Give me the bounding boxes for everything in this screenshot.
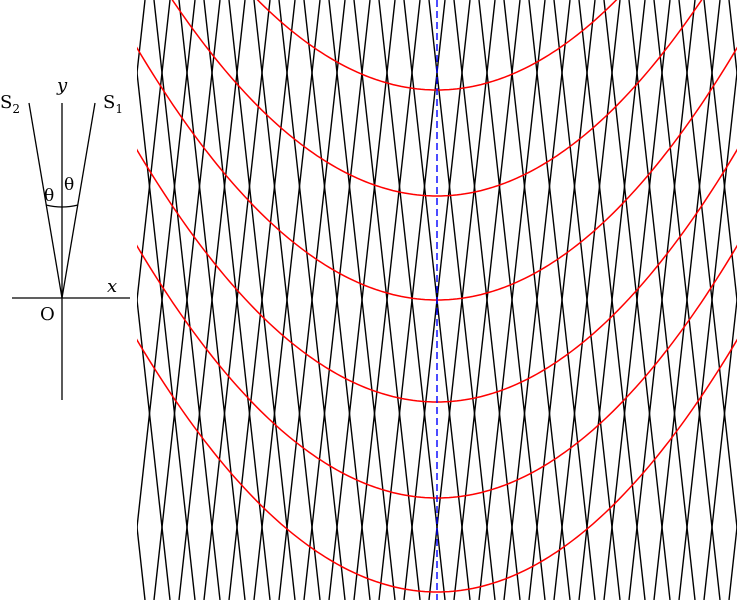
wave-line-s2 [478, 0, 546, 600]
inset-diagram: y x O S2 S1 θ θ [0, 75, 130, 400]
y-axis-label: y [56, 75, 68, 96]
s1-label: S1 [103, 92, 123, 116]
wave-line-s2 [153, 0, 221, 600]
theta-left-label: θ [44, 186, 54, 206]
wave-line-s2 [203, 0, 271, 600]
wave-line-s2 [653, 0, 721, 600]
wave-line-s2 [678, 66, 737, 600]
wave-line-s2 [178, 0, 246, 600]
x-axis-label: x [107, 276, 117, 297]
theta-right-label: θ [64, 175, 74, 195]
wave-line-s2 [303, 0, 371, 600]
wave-line-s2 [503, 0, 571, 600]
wave-line-s2 [603, 0, 671, 600]
wave-line-s2 [703, 293, 737, 600]
wave-line-s2 [328, 0, 396, 600]
wave-line-s1 [137, 293, 171, 600]
wave-line-s2 [137, 0, 171, 307]
hyperbola-curve [171, 0, 703, 197]
theta-left-arc [45, 204, 63, 208]
wave-line-s2 [137, 0, 196, 534]
wave-line-s2 [253, 0, 321, 600]
wave-line-s2 [428, 0, 496, 600]
theta-right-arc [61, 204, 79, 208]
wave-line-s2 [378, 0, 446, 600]
origin-label: O [40, 304, 55, 325]
wave-line-s2 [228, 0, 296, 600]
s1-ray [61, 102, 96, 299]
wave-line-s2 [528, 0, 596, 600]
s2-label: S2 [0, 92, 20, 116]
wave-line-s2 [578, 0, 646, 600]
wave-line-s2 [628, 0, 696, 600]
wave-line-s2 [278, 0, 346, 600]
wave-line-s1 [703, 0, 737, 307]
wave-line-s2 [353, 0, 421, 600]
hyperbola-curve [137, 338, 737, 593]
wave-line-s2 [453, 0, 521, 600]
wave-line-s2 [553, 0, 621, 600]
s2-ray [28, 102, 63, 299]
